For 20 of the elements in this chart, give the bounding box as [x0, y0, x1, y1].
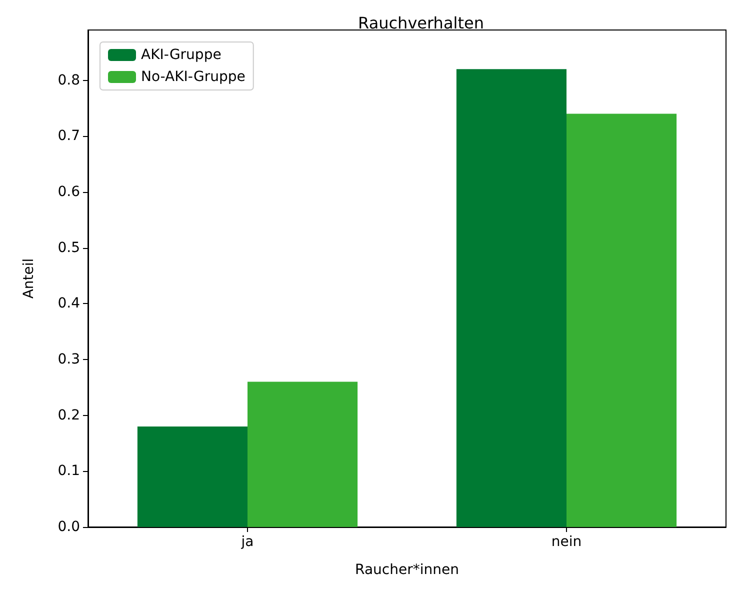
chart-title: Rauchverhalten	[358, 14, 484, 32]
y-tick-label: 0.7	[58, 128, 80, 144]
y-tick-label: 0.2	[58, 407, 80, 424]
legend-label: AKI-Gruppe	[141, 47, 222, 63]
x-axis-title: Raucher*innen	[355, 562, 459, 578]
y-tick-label: 0.5	[58, 240, 80, 256]
y-tick-label: 0.0	[58, 519, 80, 535]
x-tick-label: nein	[551, 534, 582, 550]
y-axis-title: Anteil	[21, 258, 37, 299]
bar	[456, 69, 566, 527]
bar	[137, 426, 248, 527]
y-tick-label: 0.4	[58, 296, 80, 312]
y-tick-label: 0.6	[58, 184, 80, 200]
y-tick-label: 0.8	[58, 72, 80, 88]
bar	[248, 382, 358, 527]
y-tick-label: 0.3	[58, 351, 80, 368]
y-tick-label: 0.1	[58, 463, 80, 480]
legend-label: No-AKI-Gruppe	[141, 69, 246, 85]
x-tick-label: ja	[240, 534, 254, 550]
bar	[566, 114, 677, 527]
